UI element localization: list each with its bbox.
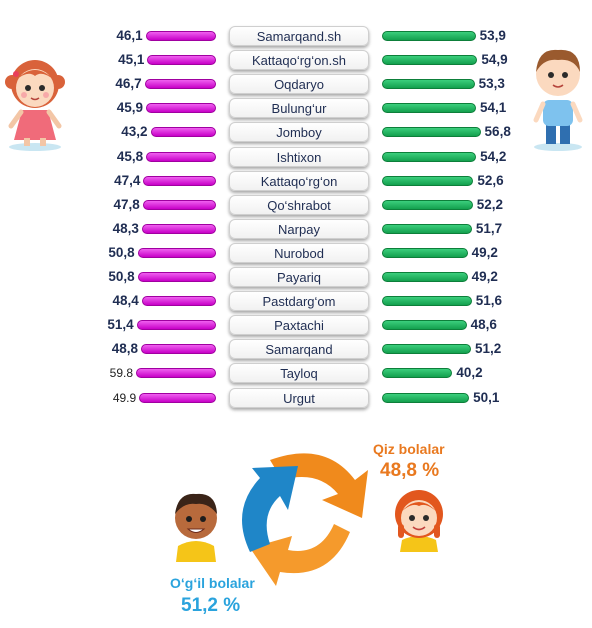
boys-value-label: 54,9: [481, 52, 508, 68]
district-label: Pastdarg‘om: [229, 291, 369, 312]
girls-bar: [139, 392, 216, 403]
girls-bar: [141, 223, 216, 234]
girls-bar: [146, 151, 216, 162]
boys-value-label: 56,8: [484, 124, 511, 140]
boys-bar: [382, 344, 472, 355]
girls-value-label: 48,4: [112, 293, 139, 309]
district-label: Kattaqo‘rg‘on: [229, 170, 369, 191]
boys-bar: [382, 272, 468, 282]
boys-bar: [382, 223, 472, 234]
district-label: Tayloq: [229, 363, 369, 384]
boys-bar: [382, 368, 453, 379]
boys-value-label: 51,7: [475, 220, 503, 236]
boys-value-label: 48,6: [470, 317, 497, 333]
girl-icon: [5, 60, 65, 151]
district-label: Nurobod: [229, 242, 369, 263]
girls-bar: [137, 247, 216, 258]
boy-face-icon: [175, 493, 217, 562]
boys-bar: [382, 55, 478, 66]
district-label: Oqdaryo: [229, 74, 369, 95]
boys-value-label: 52,6: [477, 172, 504, 188]
girls-bar: [142, 199, 216, 210]
boys-value-label: 54,2: [480, 148, 507, 164]
girls-value-label: 48,8: [111, 341, 139, 357]
girls-value-label: 49.9: [112, 390, 137, 405]
boys-value-label: 49,2: [471, 244, 498, 260]
boys-bar: [382, 247, 468, 258]
boys-value-label: 53,9: [479, 28, 506, 43]
girls-bar: [136, 320, 216, 331]
boys-value-label: 50,1: [473, 389, 500, 405]
boys-bar: [382, 127, 481, 138]
girls-bar: [141, 296, 216, 307]
boys-total-label: O‘g‘il bolalar: [170, 575, 255, 591]
boys-value-label: 49,2: [471, 269, 498, 284]
boys-total-value: 51,2 %: [181, 595, 241, 616]
boys-value-label: 53,3: [478, 76, 505, 92]
boys-bar: [382, 320, 467, 331]
girls-value-label: 45,9: [116, 100, 143, 116]
district-label: Kattaqo‘rg‘on.sh: [229, 50, 369, 71]
diverging-bar-chart: Samarqand.sh 46,1 53,9 Kattaqo‘rg‘on.sh 45,1…: [107, 26, 511, 408]
boys-bar: [382, 79, 475, 90]
girls-bar: [145, 103, 216, 114]
girls-value-label: 45,1: [118, 52, 145, 68]
girls-value-label: 48,3: [112, 220, 139, 236]
boys-value-label: 51,2: [475, 341, 502, 357]
girls-value-label: 47,8: [113, 196, 140, 212]
girls-bar: [145, 31, 216, 41]
boys-bar: [382, 392, 470, 403]
district-label: Jomboy: [229, 122, 369, 143]
boys-value-label: 51,6: [475, 293, 502, 309]
boys-bar: [382, 296, 472, 307]
girls-value-label: 46,1: [116, 28, 143, 43]
district-label: Qo‘shrabot: [229, 194, 369, 215]
girls-bar: [136, 368, 216, 379]
cycle-arrows-icon: [242, 453, 368, 586]
district-label: Payariq: [229, 267, 369, 287]
girls-bar: [147, 55, 216, 66]
district-label: Urgut: [229, 387, 369, 408]
boys-value-label: 40,2: [456, 365, 483, 381]
girls-value-label: 46,7: [115, 76, 142, 92]
girls-value-label: 45,8: [116, 148, 144, 164]
girls-bar: [143, 175, 216, 186]
boys-bar: [382, 175, 474, 186]
girls-bar: [141, 344, 216, 355]
girls-value-label: 50,8: [108, 244, 135, 260]
girls-bar: [150, 127, 216, 138]
girls-total-label: Qiz bolalar: [373, 441, 445, 457]
girls-bar: [137, 272, 216, 282]
boys-bar: [382, 31, 476, 41]
girls-value-label: 43,2: [121, 124, 148, 140]
boy-icon: [533, 49, 583, 151]
girls-total-value: 48,8 %: [380, 460, 440, 481]
boys-bar: [382, 103, 476, 114]
boys-value-label: 52,2: [476, 196, 504, 212]
district-label: Samarqand.sh: [229, 26, 369, 46]
district-label: Narpay: [229, 218, 369, 239]
girl-face-icon: [395, 490, 443, 552]
girls-value-label: 59.8: [109, 366, 133, 381]
boys-value-label: 54,1: [479, 100, 507, 116]
girls-value-label: 47,4: [114, 172, 141, 188]
boys-bar: [382, 199, 473, 210]
district-label: Bulung‘ur: [229, 98, 369, 119]
district-label: Ishtixon: [229, 146, 369, 167]
girls-value-label: 51,4: [107, 317, 134, 333]
district-label: Paxtachi: [229, 315, 369, 336]
boys-bar: [382, 151, 477, 162]
girls-value-label: 50,8: [108, 269, 135, 284]
girls-bar: [144, 79, 216, 90]
district-label: Samarqand: [229, 339, 369, 360]
